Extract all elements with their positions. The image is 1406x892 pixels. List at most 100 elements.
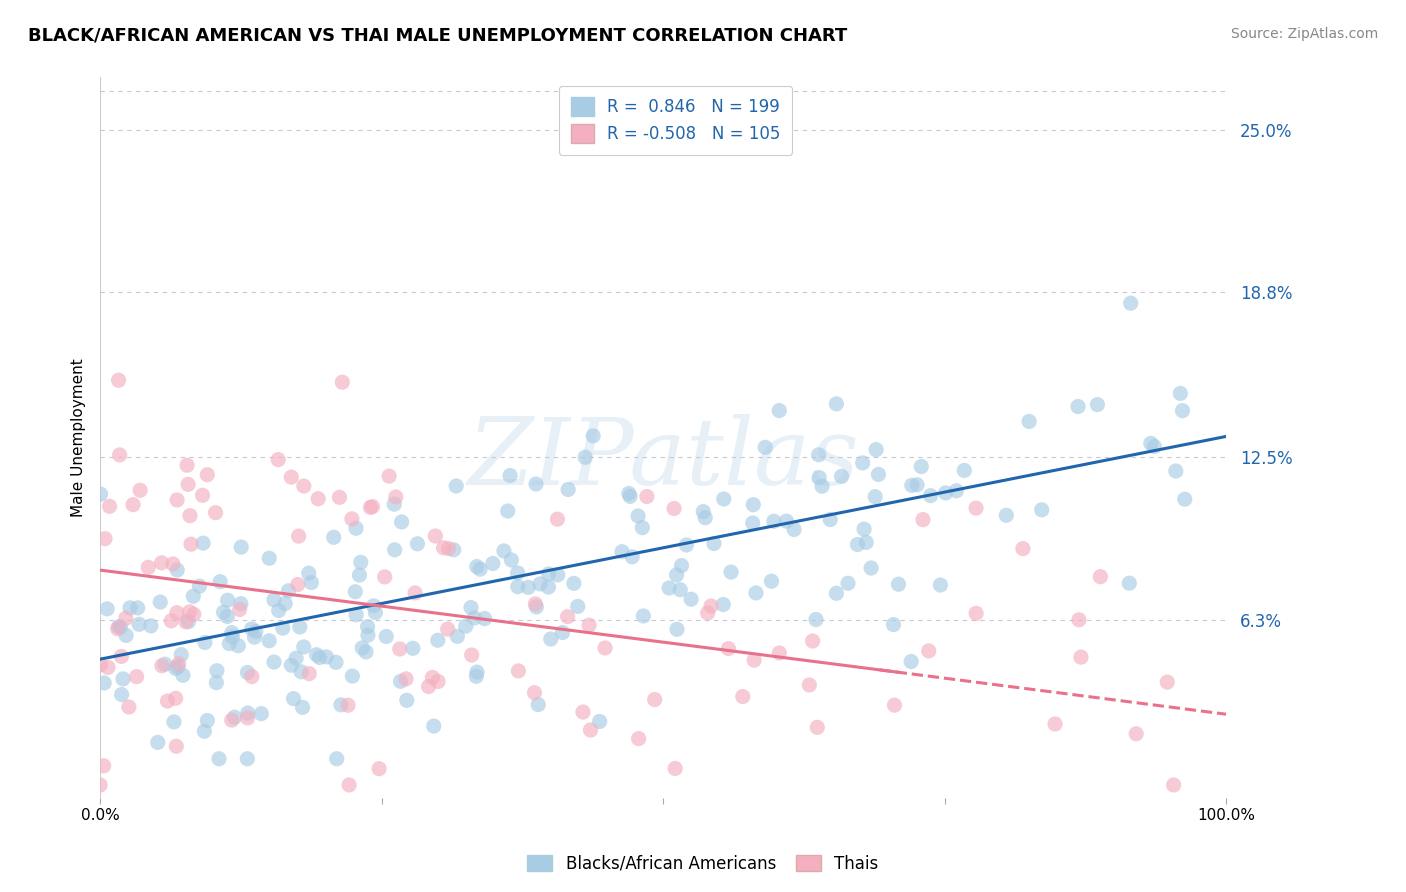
Point [118, 700, 141, 714]
Point [574, 450, 596, 465]
Point [868, 467, 890, 482]
Point [523, 686, 546, 700]
Point [329, 698, 352, 712]
Point [221, 713, 243, 727]
Point [855, 535, 877, 549]
Point [118, 600, 141, 615]
Point [352, 640, 374, 655]
Point [208, 752, 231, 766]
Point [929, 578, 952, 592]
Point [422, 719, 444, 733]
Point [177, 615, 200, 629]
Point [742, 498, 765, 512]
Point [340, 512, 363, 526]
Y-axis label: Male Unemployment: Male Unemployment [72, 359, 86, 517]
Point [274, 597, 297, 611]
Point [344, 584, 367, 599]
Point [465, 559, 488, 574]
Point [557, 609, 579, 624]
Point [128, 617, 150, 632]
Point [245, 624, 267, 639]
Point [588, 714, 610, 729]
Point [176, 458, 198, 473]
Point [395, 693, 418, 707]
Point [731, 690, 754, 704]
Point [350, 555, 373, 569]
Point [524, 599, 547, 614]
Point [887, 577, 910, 591]
Point [631, 521, 654, 535]
Point [619, 489, 641, 503]
Point [110, 649, 132, 664]
Point [524, 597, 547, 611]
Point [825, 586, 848, 600]
Point [195, 467, 218, 482]
Point [285, 651, 308, 665]
Point [965, 501, 987, 516]
Point [831, 469, 853, 483]
Point [226, 639, 249, 653]
Point [162, 557, 184, 571]
Point [361, 500, 384, 514]
Point [905, 477, 928, 491]
Point [283, 691, 305, 706]
Point [129, 483, 152, 498]
Point [156, 694, 179, 708]
Point [292, 479, 315, 493]
Point [517, 580, 540, 594]
Point [444, 479, 467, 493]
Point [89, 778, 111, 792]
Point [325, 752, 347, 766]
Point [174, 615, 197, 629]
Point [280, 470, 302, 484]
Point [217, 609, 239, 624]
Point [546, 512, 568, 526]
Point [391, 515, 413, 529]
Point [356, 620, 378, 634]
Point [557, 483, 579, 497]
Point [633, 609, 655, 624]
Point [267, 452, 290, 467]
Point [344, 607, 367, 622]
Point [179, 605, 201, 619]
Point [221, 630, 243, 644]
Point [463, 611, 485, 625]
Point [298, 666, 321, 681]
Point [111, 672, 134, 686]
Point [454, 619, 477, 633]
Point [901, 478, 924, 492]
Point [745, 586, 768, 600]
Point [853, 522, 876, 536]
Point [665, 568, 688, 582]
Point [181, 589, 204, 603]
Point [172, 668, 194, 682]
Point [492, 544, 515, 558]
Point [669, 582, 692, 597]
Point [205, 675, 228, 690]
Point [799, 678, 821, 692]
Point [179, 508, 201, 523]
Point [363, 599, 385, 613]
Point [263, 592, 285, 607]
Point [110, 688, 132, 702]
Point [139, 619, 162, 633]
Point [122, 498, 145, 512]
Point [97, 660, 120, 674]
Point [1163, 778, 1185, 792]
Point [666, 622, 689, 636]
Point [482, 557, 505, 571]
Point [717, 641, 740, 656]
Point [149, 595, 172, 609]
Point [402, 641, 425, 656]
Point [359, 500, 381, 515]
Point [94, 532, 117, 546]
Point [1164, 464, 1187, 478]
Point [337, 778, 360, 792]
Point [1125, 727, 1147, 741]
Point [1031, 503, 1053, 517]
Point [572, 705, 595, 719]
Point [236, 752, 259, 766]
Point [127, 601, 149, 615]
Point [330, 375, 353, 389]
Point [221, 625, 243, 640]
